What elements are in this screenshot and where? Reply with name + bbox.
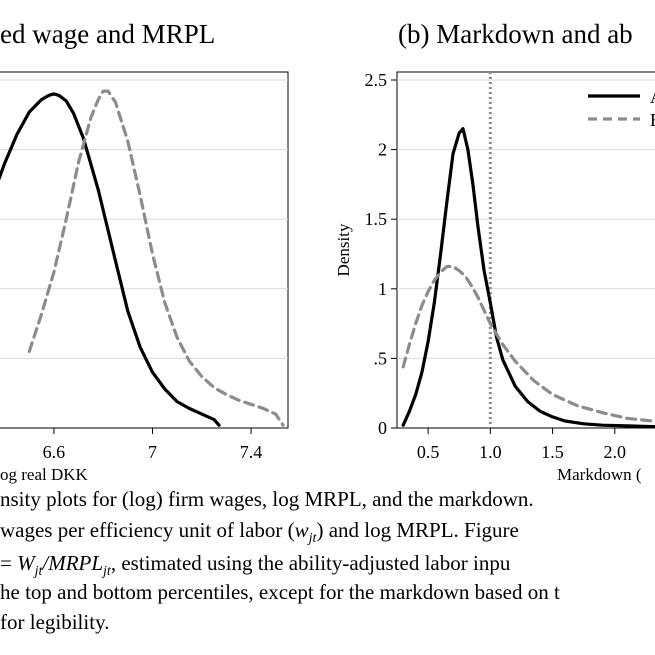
caption-line-5: for legibility. [0,610,110,634]
right-plot-frame [396,71,655,429]
caption-var: w [294,518,309,542]
y-tick-label: 2 [378,140,387,160]
x-tick-label: 6.6 [43,442,66,462]
y-tick-label: 0 [378,418,387,438]
right-x-axis-label: Markdown ( [557,465,642,484]
caption-text: wages per efficiency unit of labor ( [0,518,295,542]
caption-line-3: = Wjt/MRPLjt, estimated using the abilit… [0,550,511,580]
caption-sub: jt [308,531,317,547]
right-panel: 0.5 1.0 1.5 2.00.511.522.5 Density Markdown… [334,70,655,484]
legend-entry-1: A [650,87,655,107]
left-panel-title: ed wage and MRPL [0,19,215,49]
right-panel-title: (b) Markdown and ab [398,19,633,49]
caption-line-2: wages per efficiency unit of labor (wjt)… [0,517,519,547]
x-tick-label: 2.0 [604,442,627,462]
caption-sub: jt [34,564,43,580]
x-tick-label: 1.0 [479,442,502,462]
left-panel: 6.6 7 7.4 og real DKK [0,71,289,484]
y-tick-label: 1 [378,279,387,299]
caption-line-1: nsity plots for (log) firm wages, log MR… [0,487,534,511]
y-tick-label: 2.5 [365,70,388,90]
dashed-density-line [27,89,285,427]
caption-text: , estimated using the ability-adjusted l… [110,551,511,575]
caption-sub: jt [103,564,111,580]
x-tick-label: 7 [148,442,157,462]
caption-var: /MRPL [42,551,104,575]
solid-density-line [401,127,655,429]
caption-var: W [17,551,35,575]
y-tick-label: .5 [374,348,388,368]
solid-density-line [0,92,221,427]
y-tick-label: 1.5 [365,209,388,229]
x-tick-label: 0.5 [417,442,440,462]
x-tick-label: 7.4 [240,442,263,462]
legend: A E [588,87,655,130]
legend-entry-2: E [650,110,655,130]
left-plot-frame [0,71,289,429]
caption-text: = [0,551,18,575]
dashed-density-line [401,264,655,423]
left-x-axis-label: og real DKK [0,465,89,484]
right-y-axis-label: Density [334,223,353,276]
x-tick-label: 1.5 [541,442,564,462]
caption-text: ) and log MRPL. Figure [316,518,519,542]
caption-line-4: he top and bottom percentiles, except fo… [0,580,560,604]
